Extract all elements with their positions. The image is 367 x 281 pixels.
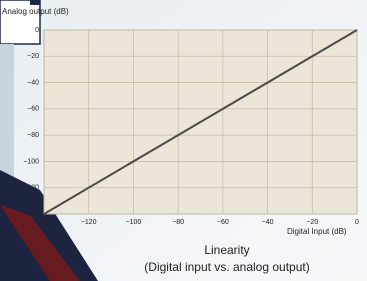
chart-subtitle: (Digital input vs. analog output) <box>144 260 309 274</box>
y-tick-label: −120 <box>23 185 39 192</box>
y-tick-label: −40 <box>27 79 39 86</box>
y-axis-label: Analog output (dB) <box>2 7 69 16</box>
x-tick-label: −60 <box>217 219 229 226</box>
y-tick-label: −80 <box>27 132 39 139</box>
page: Analog output (dB) Digital Input (dB) Li… <box>0 0 367 281</box>
y-tick-label: −20 <box>27 53 39 60</box>
chart: Analog output (dB) Digital Input (dB) Li… <box>0 0 367 281</box>
x-tick-label: −140 <box>36 219 52 226</box>
x-tick-label: −120 <box>81 219 97 226</box>
x-tick-label: −100 <box>126 219 142 226</box>
x-tick-label: −20 <box>306 219 318 226</box>
y-tick-label: −60 <box>27 106 39 113</box>
x-tick-label: −40 <box>262 219 274 226</box>
chart-title: Linearity <box>204 243 249 257</box>
decor-bar <box>30 0 40 5</box>
x-tick-label: −80 <box>172 219 184 226</box>
x-axis-label: Digital Input (dB) <box>287 227 347 236</box>
y-tick-label: 0 <box>35 27 39 34</box>
y-tick-label: −140 <box>23 211 39 218</box>
y-tick-label: −100 <box>23 158 39 165</box>
x-tick-label: 0 <box>355 219 359 226</box>
